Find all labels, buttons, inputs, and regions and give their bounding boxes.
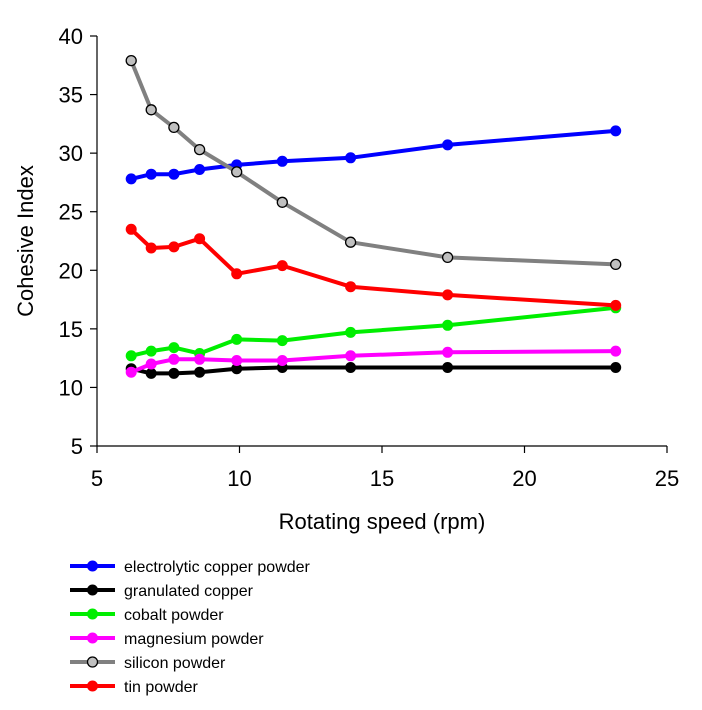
legend-swatch-marker [87,560,98,572]
data-point-electrolytic-copper-powder [125,173,137,185]
data-point-tin-powder [610,299,622,311]
data-point-tin-powder [345,281,357,293]
legend-label: cobalt powder [124,607,224,624]
data-point-tin-powder [276,260,288,272]
data-point-granulated-copper [610,362,622,373]
series-tin-powder [125,223,622,311]
x-tick-label: 10 [227,466,251,491]
data-point-granulated-copper [194,366,206,378]
legend-item-electrolytic-copper-powder: electrolytic copper powder [70,559,311,576]
series-silicon-powder [125,54,622,271]
data-point-electrolytic-copper-powder [194,164,206,175]
data-point-magnesium-powder [610,345,622,357]
data-point-magnesium-powder [125,366,137,378]
data-point-electrolytic-copper-powder [276,155,288,167]
axes-layer: 5 10 15 20 25 30 35 40 5 10 15 20 25 [59,24,680,491]
legend-label: silicon powder [124,655,226,672]
x-tick-label: 25 [655,466,679,491]
y-tick-label: 25 [59,200,83,225]
series-cobalt-powder [125,302,622,362]
data-point-silicon-powder [276,196,288,208]
data-point-electrolytic-copper-powder [345,152,357,164]
y-tick-label: 40 [59,24,83,49]
data-point-cobalt-powder [168,342,180,354]
series-magnesium-powder [125,345,622,378]
data-point-electrolytic-copper-powder [610,125,622,137]
series-line-silicon-powder [129,59,616,267]
data-point-electrolytic-copper-powder [168,168,180,180]
series-layer [125,54,622,379]
data-point-granulated-copper [145,367,157,379]
data-point-magnesium-powder [145,358,157,370]
y-tick-label: 20 [59,258,83,283]
data-point-electrolytic-copper-powder [145,168,157,180]
series-electrolytic-copper-powder [125,125,622,185]
x-tick-label: 20 [512,466,536,491]
x-tick-label: 15 [370,466,394,491]
legend-swatch-marker [87,584,98,596]
data-point-tin-powder [125,223,137,235]
y-tick-label: 10 [59,375,83,400]
data-point-tin-powder [168,241,180,253]
data-point-magnesium-powder [345,350,357,362]
data-point-magnesium-powder [276,355,288,366]
data-point-electrolytic-copper-powder [442,139,454,151]
data-point-magnesium-powder [194,353,206,365]
data-point-cobalt-powder [345,326,357,338]
data-point-silicon-powder [168,121,180,134]
y-tick-label: 5 [71,434,83,459]
data-point-cobalt-powder [145,345,157,357]
data-point-cobalt-powder [442,319,454,331]
legend-item-granulated-copper: granulated copper [70,583,254,600]
legend-item-silicon-powder: silicon powder [70,655,226,672]
legend-swatch-marker [86,656,99,668]
data-point-cobalt-powder [125,350,137,362]
data-point-silicon-powder [145,104,157,116]
data-point-silicon-powder [125,54,137,67]
data-point-tin-powder [194,233,206,245]
legend-swatch-marker [87,608,98,620]
data-point-granulated-copper [168,367,180,379]
y-axis-title: Cohesive Index [13,165,38,317]
data-point-tin-powder [231,268,243,280]
y-tick-label: 15 [59,317,83,342]
series-granulated-copper [125,362,622,379]
series-line-cobalt-powder [130,305,616,358]
x-axis-title: Rotating speed (rpm) [279,509,486,534]
y-tick-label: 35 [59,83,83,108]
data-point-silicon-powder [193,143,206,156]
data-point-silicon-powder [344,236,357,248]
data-point-cobalt-powder [276,335,288,347]
legend-label: granulated copper [124,583,254,600]
data-point-silicon-powder [441,251,454,264]
data-point-tin-powder [442,289,454,301]
legend-item-cobalt-powder: cobalt powder [70,607,224,624]
data-point-granulated-copper [442,362,454,373]
legend-item-tin-powder: tin powder [70,679,198,696]
data-point-magnesium-powder [231,355,243,366]
legend-label: magnesium powder [124,631,264,648]
y-tick-label: 30 [59,141,83,166]
data-point-silicon-powder [231,166,243,178]
data-point-granulated-copper [345,362,357,373]
legend-swatch-marker [87,632,98,644]
legend: electrolytic copper powder granulated cop… [70,559,311,696]
legend-label: electrolytic copper powder [124,559,311,576]
data-point-magnesium-powder [168,353,180,365]
data-point-tin-powder [145,242,157,254]
legend-label: tin powder [124,679,198,696]
legend-swatch-marker [87,680,98,692]
x-tick-label: 5 [91,466,103,491]
data-point-silicon-powder [610,258,622,271]
data-point-cobalt-powder [231,333,243,345]
data-point-magnesium-powder [442,346,454,358]
legend-item-magnesium-powder: magnesium powder [70,631,264,648]
